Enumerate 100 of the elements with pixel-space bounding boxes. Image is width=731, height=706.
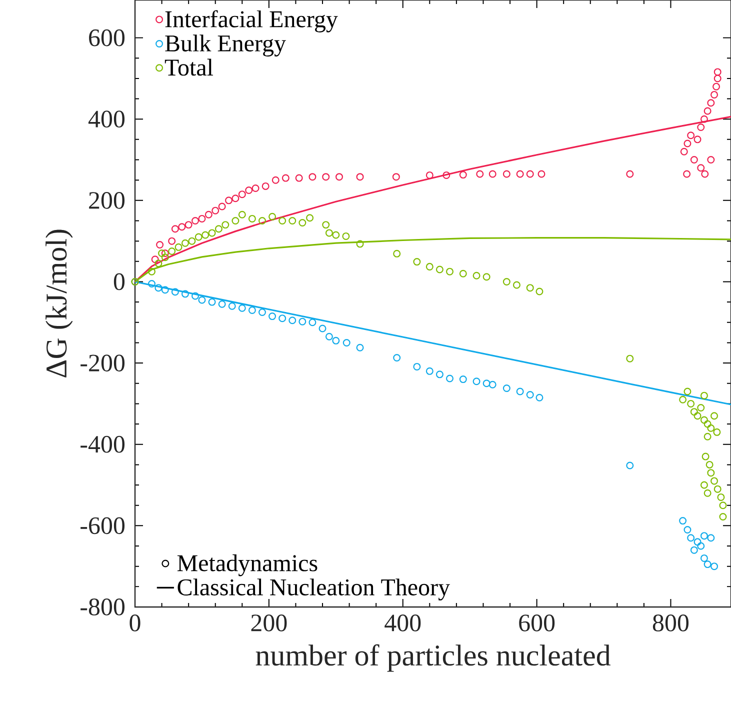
legend-label: Interfacial Energy — [165, 10, 338, 32]
point — [459, 171, 467, 179]
point — [181, 290, 189, 298]
point — [700, 115, 708, 123]
point — [516, 388, 524, 396]
legend-label: Metadynamics — [177, 554, 318, 576]
point — [228, 302, 236, 310]
point — [704, 560, 712, 568]
point — [393, 354, 401, 362]
point — [700, 532, 708, 540]
point — [436, 370, 444, 378]
point — [171, 288, 179, 296]
point — [208, 298, 216, 306]
point — [278, 314, 286, 322]
point — [318, 324, 326, 332]
point — [245, 186, 253, 194]
point — [218, 202, 226, 210]
point — [701, 170, 709, 178]
point — [171, 225, 179, 233]
point — [148, 280, 156, 288]
point — [687, 132, 695, 140]
point — [690, 156, 698, 164]
point — [697, 542, 705, 550]
legend-label: Bulk Energy — [165, 34, 286, 56]
y-tick-label: -600 — [80, 517, 125, 534]
point — [626, 170, 634, 178]
point — [476, 170, 484, 178]
point — [700, 554, 708, 562]
point — [683, 170, 691, 178]
point — [325, 332, 333, 340]
point — [178, 223, 186, 231]
point — [459, 376, 467, 384]
point — [707, 99, 715, 107]
point — [342, 338, 350, 346]
point — [694, 136, 702, 144]
point — [502, 384, 510, 392]
point — [161, 286, 169, 294]
point — [198, 296, 206, 304]
y-axis-title: ΔG (kJ/mol) — [46, 230, 73, 378]
x-tick-label: 400 — [384, 614, 421, 632]
point — [258, 308, 266, 316]
y-tick-label: 200 — [89, 192, 125, 209]
point — [252, 184, 260, 192]
point — [248, 306, 256, 314]
x-tick-label: 800 — [652, 614, 689, 632]
point — [679, 517, 687, 525]
point — [707, 156, 715, 164]
point — [218, 300, 226, 308]
y-tick-label: -200 — [80, 354, 125, 372]
point — [168, 237, 176, 245]
point — [282, 174, 290, 182]
x-axis-title: number of particles nucleated — [256, 644, 610, 672]
x-tick-label: 200 — [251, 614, 287, 632]
point — [690, 546, 698, 554]
point — [697, 123, 705, 131]
point — [198, 214, 206, 222]
point — [322, 173, 330, 181]
point — [694, 538, 702, 546]
point — [238, 304, 246, 312]
point — [482, 380, 490, 388]
point — [714, 74, 722, 82]
point — [336, 173, 343, 181]
point — [472, 378, 480, 386]
point — [308, 318, 316, 326]
point — [413, 362, 421, 370]
point — [156, 240, 164, 248]
point — [714, 68, 722, 76]
line-series — [134, 116, 731, 283]
point — [356, 173, 364, 181]
y-tick-label: 0 — [114, 273, 125, 290]
point — [710, 562, 718, 570]
point — [684, 526, 692, 534]
point — [426, 367, 434, 375]
point — [204, 210, 212, 218]
point — [502, 170, 510, 178]
point — [426, 171, 434, 179]
y-tick-label: 400 — [88, 110, 125, 128]
point — [212, 206, 220, 214]
point — [272, 176, 280, 184]
point — [356, 344, 364, 352]
point — [626, 462, 634, 470]
point — [392, 173, 400, 181]
point — [262, 182, 270, 190]
point — [710, 90, 718, 98]
line-series — [134, 237, 731, 283]
point — [232, 194, 240, 202]
point — [697, 164, 705, 172]
point — [707, 534, 715, 542]
point — [526, 391, 534, 399]
point — [536, 394, 544, 402]
x-tick-label: 0 — [130, 614, 140, 632]
point — [161, 250, 169, 258]
x-tick-label: 600 — [519, 614, 555, 632]
point — [704, 107, 712, 115]
point — [308, 173, 316, 181]
point — [298, 318, 306, 326]
y-tick-label: 600 — [89, 29, 125, 46]
point — [442, 171, 450, 179]
point — [684, 140, 692, 148]
point — [516, 170, 524, 178]
